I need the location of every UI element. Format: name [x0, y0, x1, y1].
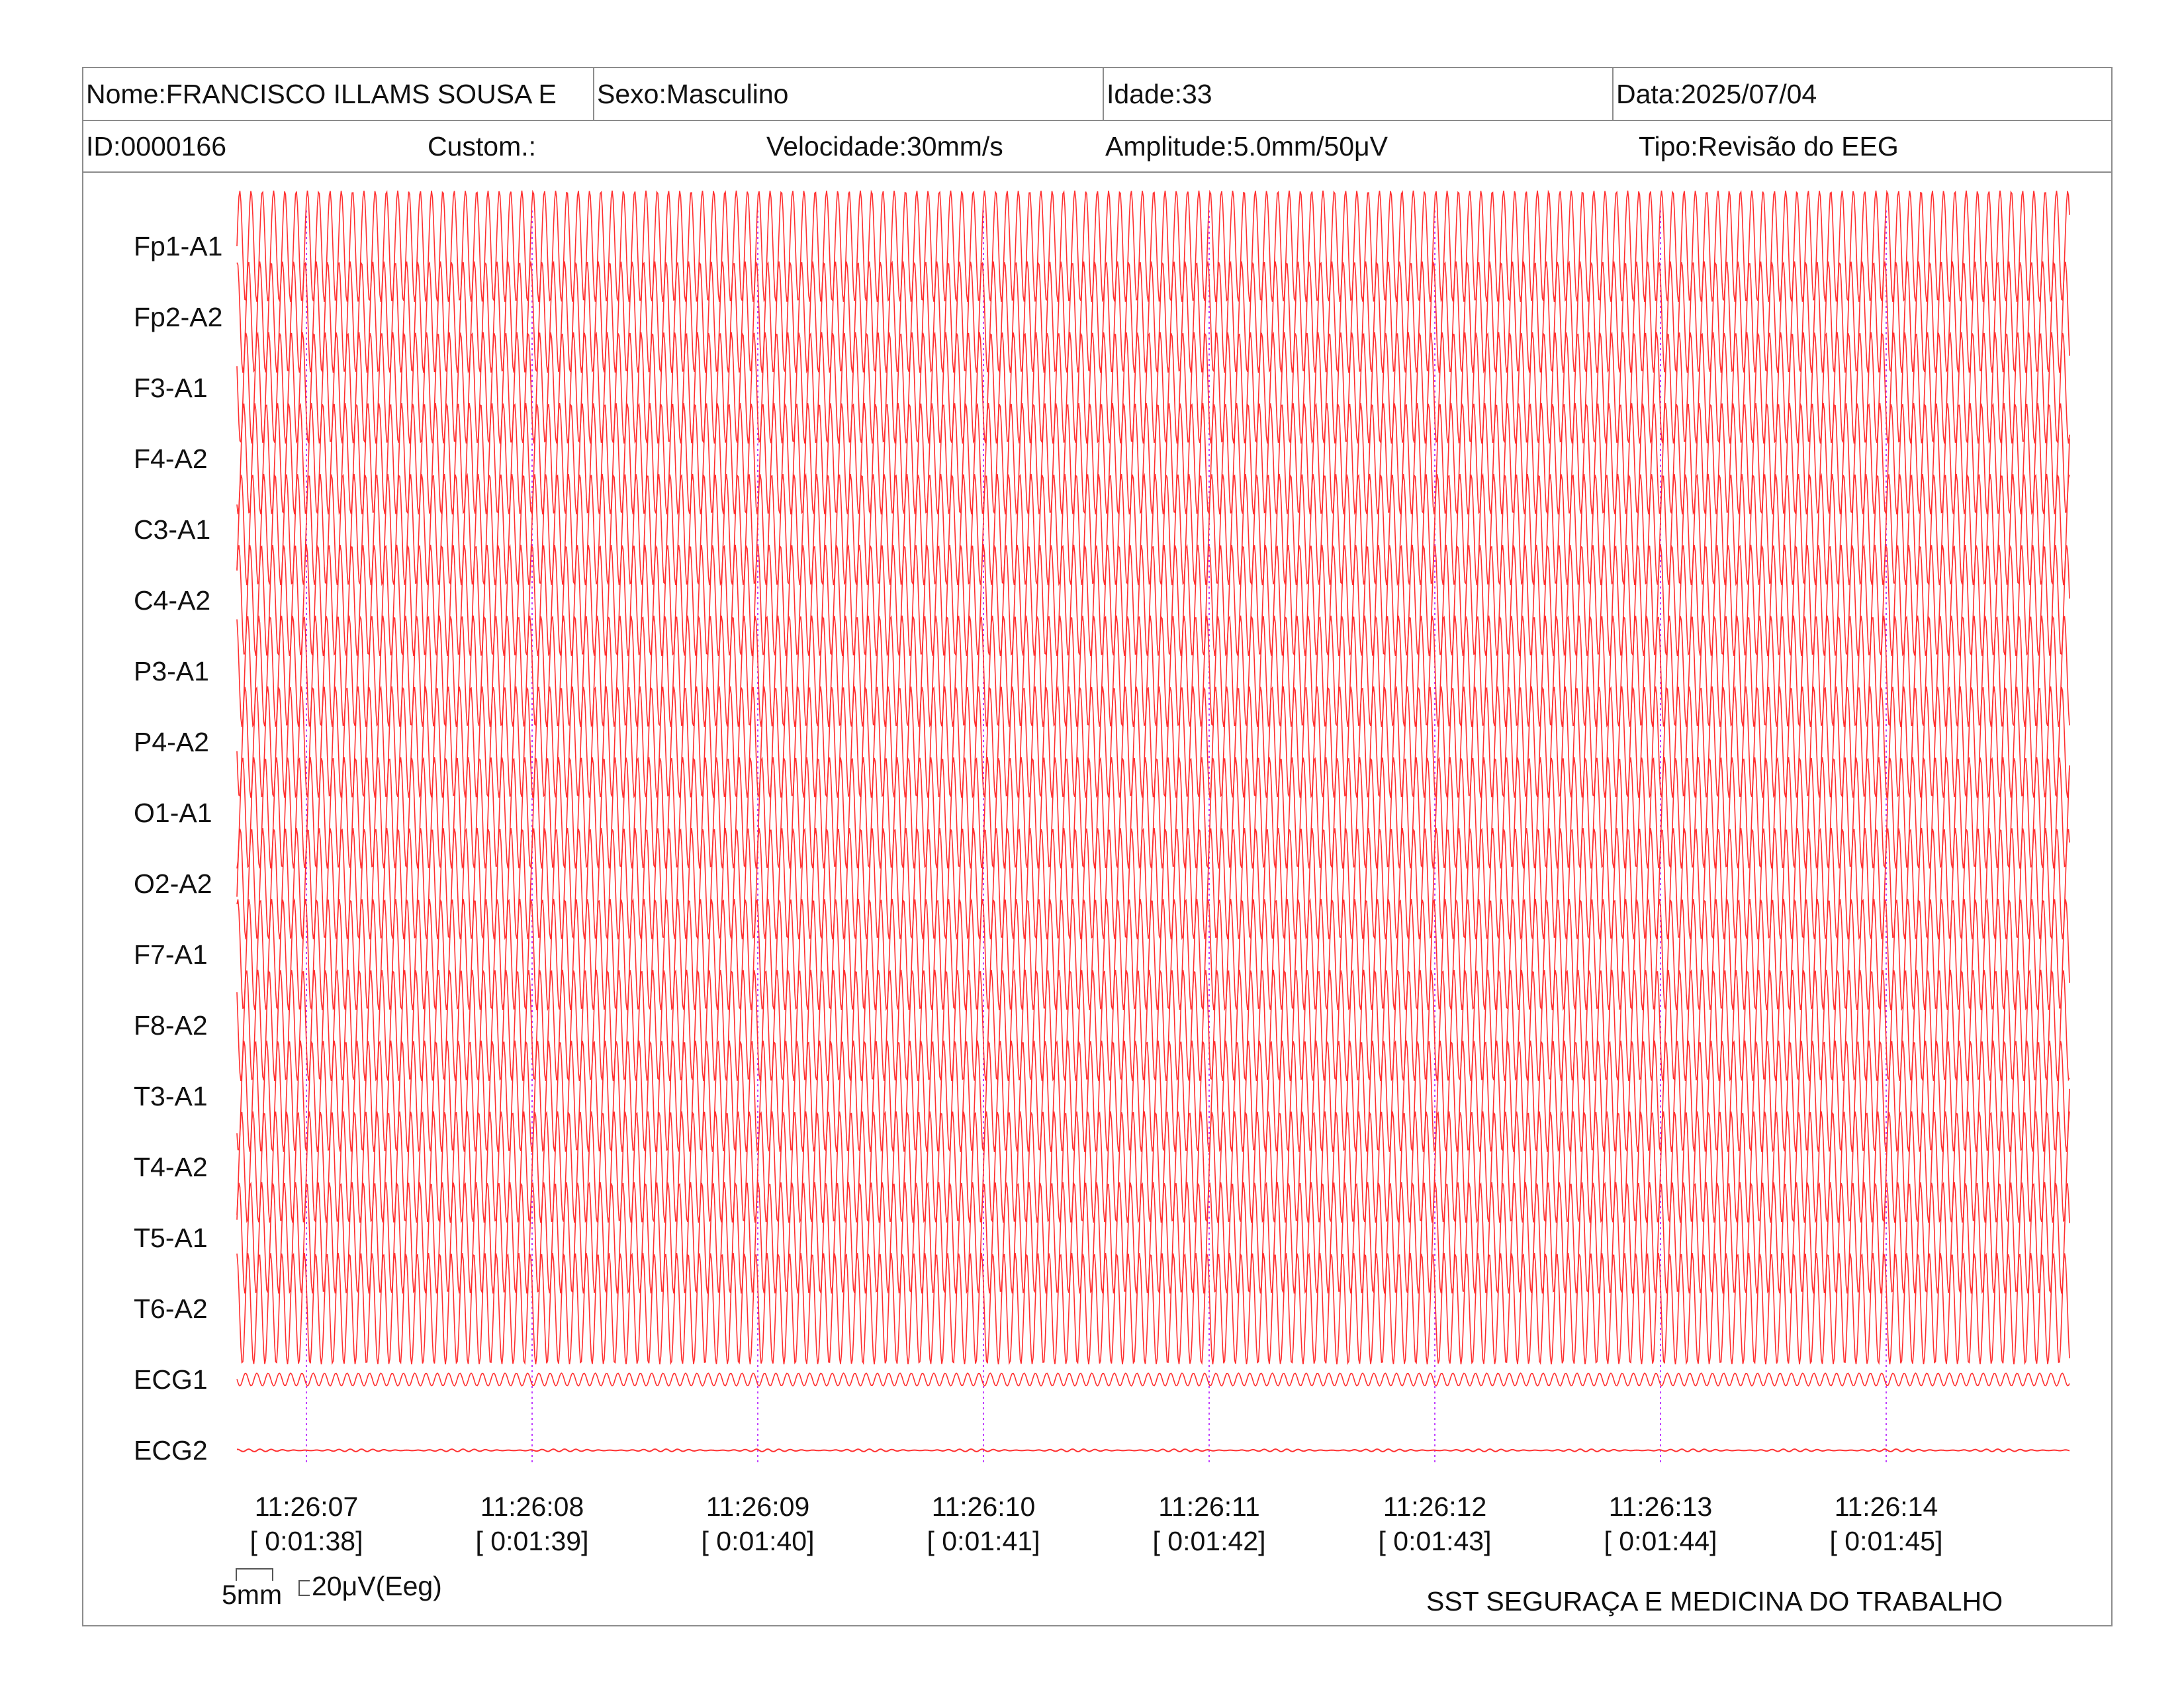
custom-field: Custom.: — [428, 130, 537, 162]
trace-f8-a2 — [236, 968, 2070, 1082]
trace-ecg2 — [237, 1448, 2070, 1452]
time-label: 11:26:08 — [480, 1491, 584, 1522]
channel-label: F8-A2 — [134, 1010, 208, 1041]
trace-t5-a1 — [236, 1181, 2070, 1295]
trace-p3-a1 — [236, 614, 2070, 728]
time-label: 11:26:09 — [706, 1491, 810, 1522]
elapsed-label: [ 0:01:38] — [250, 1526, 363, 1556]
trace-t6-a2 — [236, 1252, 2070, 1366]
channel-label: P3-A1 — [134, 656, 209, 686]
channel-label: ECG2 — [134, 1435, 208, 1466]
channel-label: Fp2-A2 — [134, 302, 222, 332]
company-name: SST SEGURAÇA E MEDICINA DO TRABALHO — [1426, 1586, 2003, 1617]
time-label: 11:26:13 — [1609, 1491, 1713, 1522]
header-row-1: Nome:FRANCISCO ILLAMS SOUSA E Sexo:Mascu… — [83, 68, 2111, 121]
exam-id: ID:0000166 — [86, 130, 227, 162]
channel-label: T5-A1 — [134, 1223, 208, 1253]
channel-label: Fp1-A1 — [134, 231, 222, 261]
elapsed-label: [ 0:01:39] — [476, 1526, 589, 1556]
amp-scale-bar — [298, 1580, 310, 1596]
time-label: 11:26:07 — [255, 1491, 359, 1522]
time-label: 11:26:10 — [932, 1491, 1036, 1522]
amp-scale-label: 20μV(Eeg) — [312, 1571, 442, 1601]
time-label: 11:26:14 — [1835, 1491, 1938, 1522]
channel-label: T6-A2 — [134, 1293, 208, 1324]
elapsed-label: [ 0:01:44] — [1604, 1526, 1717, 1556]
channel-label: P4-A2 — [134, 727, 209, 757]
trace-o2-a2 — [236, 827, 2070, 941]
elapsed-label: [ 0:01:45] — [1830, 1526, 1943, 1556]
trace-ecg1 — [236, 1372, 2070, 1387]
exam-type: Tipo:Revisão do EEG — [1639, 130, 1899, 162]
trace-fp2-a2 — [236, 260, 2070, 374]
channel-label: T3-A1 — [134, 1081, 208, 1111]
patient-age: Idade:33 — [1103, 68, 1612, 120]
time-scale-bar — [236, 1568, 273, 1581]
trace-f3-a1 — [236, 331, 2070, 444]
time-axis-labels: 11:26:07 [ 0:01:38] 11:26:08 [ 0:01:39] 11:2… — [250, 1491, 1943, 1556]
time-scale-label: 5mm — [222, 1579, 282, 1610]
elapsed-label: [ 0:01:40] — [702, 1526, 815, 1556]
patient-sex: Sexo:Masculino — [593, 68, 1103, 120]
exam-date: Data:2025/07/04 — [1612, 68, 2113, 120]
elapsed-label: [ 0:01:42] — [1153, 1526, 1266, 1556]
calibration-scale: 5mm 20μV(Eeg) — [222, 1568, 442, 1610]
time-label: 11:26:12 — [1383, 1491, 1487, 1522]
channel-label: C3-A1 — [134, 514, 210, 545]
trace-c4-a2 — [236, 543, 2070, 657]
channel-label: F3-A1 — [134, 373, 208, 403]
channel-label: O1-A1 — [134, 798, 212, 828]
channel-labels: Fp1-A1 Fp2-A2 F3-A1 F4-A2 C3-A1 C4-A2 P3-A1 P4-… — [134, 231, 222, 1466]
eeg-traces — [236, 189, 2070, 1452]
header-row-2: ID:0000166 Custom.: Velocidade:30mm/s Am… — [83, 121, 2111, 173]
trace-f7-a1 — [236, 898, 2070, 1011]
channel-label: T4-A2 — [134, 1152, 208, 1182]
channel-label: F7-A1 — [134, 939, 208, 970]
channel-label: F4-A2 — [134, 444, 208, 474]
channel-label: ECG1 — [134, 1364, 208, 1395]
time-label: 11:26:11 — [1158, 1491, 1260, 1522]
speed-field: Velocidade:30mm/s — [766, 130, 1003, 162]
patient-name: Nome:FRANCISCO ILLAMS SOUSA E — [86, 78, 557, 109]
channel-label: C4-A2 — [134, 585, 210, 616]
channel-label: O2-A2 — [134, 868, 212, 899]
elapsed-label: [ 0:01:43] — [1379, 1526, 1492, 1556]
report-frame: Nome:FRANCISCO ILLAMS SOUSA E Sexo:Mascu… — [82, 67, 2113, 1626]
trace-fp1-a1 — [236, 189, 2070, 303]
elapsed-label: [ 0:01:41] — [927, 1526, 1040, 1556]
amplitude-field: Amplitude:5.0mm/50μV — [1105, 130, 1388, 162]
